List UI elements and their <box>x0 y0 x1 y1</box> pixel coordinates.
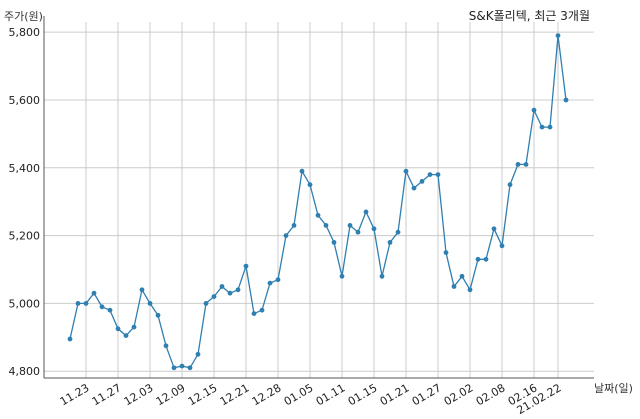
data-point <box>419 179 425 184</box>
data-point <box>531 107 537 113</box>
data-point <box>203 301 209 306</box>
y-tick-label: 5,600 <box>9 94 41 107</box>
data-point <box>395 229 401 235</box>
x-tick-label: 02.08 <box>474 381 508 408</box>
data-point <box>507 182 513 188</box>
data-point <box>251 311 257 316</box>
x-tick-label: 11.27 <box>90 381 124 408</box>
y-tick-label: 5,800 <box>9 26 41 39</box>
data-point <box>483 256 489 262</box>
y-tick-labels: 4,800 5,000 5,200 5,400 5,600 5,800 <box>9 26 41 378</box>
data-point <box>187 365 193 371</box>
y-tick-label: 5,200 <box>9 230 41 243</box>
data-point <box>443 250 449 256</box>
x-tick-label: 12.09 <box>154 381 188 408</box>
y-tick-label: 5,400 <box>9 162 41 175</box>
x-tick-label: 11.23 <box>58 381 92 408</box>
x-tick-label: 12.28 <box>250 381 284 408</box>
data-point <box>515 162 521 167</box>
x-tick-label: 01.05 <box>282 381 316 408</box>
data-point <box>387 240 393 245</box>
data-point <box>475 256 481 262</box>
data-point <box>227 290 233 296</box>
data-point <box>427 172 433 178</box>
data-point <box>339 273 345 279</box>
data-point <box>259 307 265 313</box>
data-point <box>163 343 169 349</box>
chart-title: S&K폴리텍, 최근 3개월 <box>469 9 590 23</box>
data-point <box>211 294 217 299</box>
x-tick-label: 01.11 <box>314 381 348 408</box>
data-point <box>115 326 121 332</box>
data-point <box>467 287 473 293</box>
data-point <box>555 33 561 38</box>
x-tick-label: 12.15 <box>186 381 220 408</box>
data-point <box>219 284 225 289</box>
x-tick-label: 01.27 <box>410 381 444 408</box>
y-tick-label: 4,800 <box>9 365 41 378</box>
data-point <box>323 223 329 228</box>
data-point <box>75 301 81 306</box>
data-point <box>491 226 497 232</box>
grid-lines <box>44 22 594 378</box>
data-point <box>123 333 129 338</box>
price-points <box>67 33 569 371</box>
data-point <box>91 290 97 296</box>
data-point <box>275 277 281 283</box>
data-point <box>243 263 249 269</box>
x-tick-label: 02.02 <box>442 381 476 408</box>
x-tick-labels: 11.2311.2712.0312.0912.1512.2112.2801.05… <box>58 381 564 417</box>
data-point <box>267 280 273 286</box>
price-series-line <box>69 35 567 369</box>
data-point <box>435 172 441 178</box>
data-point <box>107 307 113 313</box>
x-axis-label: 날짜(일) <box>594 381 633 395</box>
x-tick-label: 01.15 <box>346 381 380 408</box>
data-point <box>403 168 409 174</box>
data-point <box>331 240 337 245</box>
data-point <box>315 212 321 218</box>
data-point <box>235 287 241 293</box>
data-point <box>67 336 73 342</box>
x-tick-label: 01.21 <box>378 381 412 408</box>
data-point <box>451 284 457 289</box>
data-point <box>355 229 361 235</box>
data-point <box>307 182 313 188</box>
x-tick-label: 12.03 <box>122 381 156 408</box>
data-point <box>131 324 137 330</box>
data-point <box>147 301 153 306</box>
data-point <box>379 273 385 279</box>
data-point <box>99 304 105 310</box>
data-point <box>283 233 289 239</box>
y-tick-label: 5,000 <box>9 297 41 310</box>
x-tick-label: 12.21 <box>218 381 252 408</box>
data-point <box>411 185 417 191</box>
data-point <box>291 223 297 228</box>
data-point <box>171 365 177 371</box>
data-point <box>179 363 185 369</box>
data-point <box>523 162 529 167</box>
data-point <box>195 351 201 357</box>
data-point <box>459 273 465 279</box>
data-point <box>155 312 161 318</box>
data-point <box>139 287 145 293</box>
data-point <box>299 168 305 174</box>
axes <box>43 16 594 379</box>
data-point <box>499 243 505 249</box>
data-point <box>83 301 89 306</box>
data-point <box>563 97 569 103</box>
y-axis-label: 주가(원) <box>4 10 43 23</box>
data-point <box>539 124 545 130</box>
data-point <box>347 223 353 228</box>
data-point <box>371 226 377 232</box>
data-point <box>363 209 369 215</box>
data-point <box>547 124 553 130</box>
